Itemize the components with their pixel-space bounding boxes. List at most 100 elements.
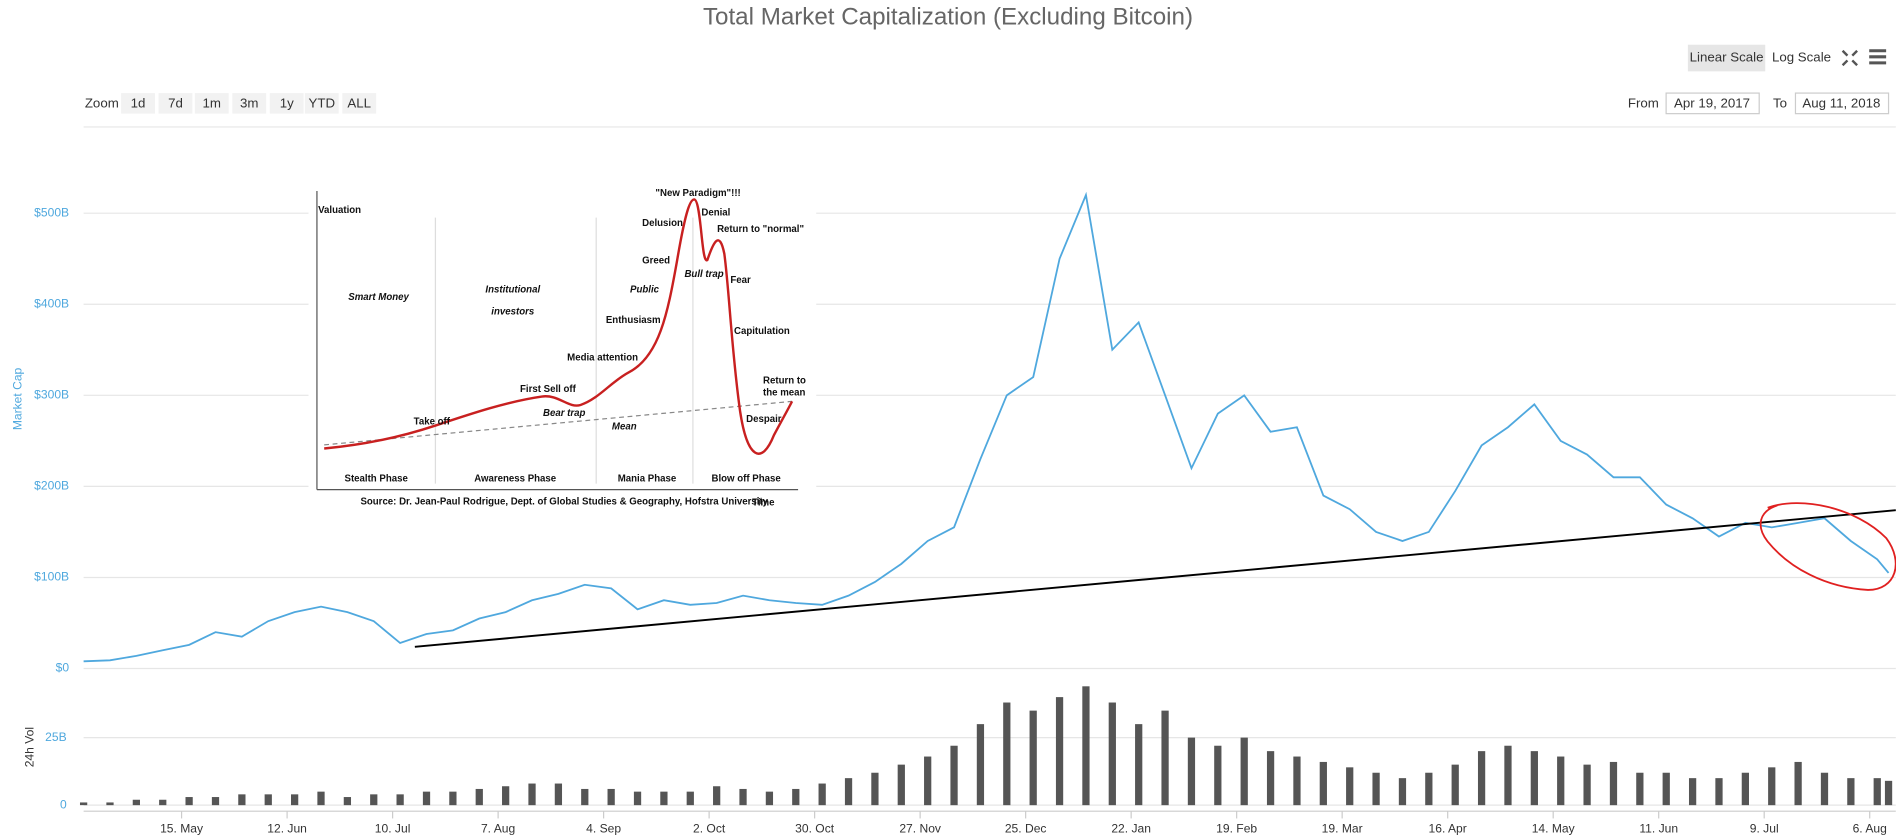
y-tick-label: $400B [34, 296, 69, 310]
volume-bar [554, 783, 563, 806]
zoom-button[interactable] [269, 93, 304, 114]
volume-plot: 0 25B [45, 686, 1896, 811]
zoom-button-label[interactable]: 1y [280, 95, 294, 110]
zoom-button[interactable] [304, 93, 339, 114]
to-value[interactable]: Aug 11, 2018 [1802, 95, 1880, 110]
volume-bar [818, 783, 826, 806]
y-tick-label: $0 [56, 661, 70, 675]
volume-bar [502, 786, 510, 806]
inset-curve [324, 198, 794, 455]
volume-bar [1398, 778, 1407, 806]
volume-bar [924, 756, 932, 806]
volume-bar [1847, 778, 1855, 806]
volume-bar [1029, 710, 1037, 806]
zoom-button-label[interactable]: 1d [131, 95, 146, 110]
inset-background [308, 181, 817, 518]
x-tick-label: 30. Oct [795, 822, 835, 836]
x-tick-label: 10. Jul [375, 822, 411, 836]
scale-button-active[interactable] [1687, 44, 1766, 72]
zoom-button[interactable] [232, 93, 267, 114]
volume-bar [1530, 751, 1538, 806]
volume-bar [317, 791, 325, 806]
inset-group: investors [491, 306, 535, 317]
zoom-button-label[interactable]: 7d [168, 95, 183, 110]
volume-bar [739, 788, 747, 806]
inset-annotation: First Sell off [520, 384, 577, 395]
inset-annotation: Fear [730, 275, 751, 286]
volume-bar [211, 797, 220, 806]
volume-bar [238, 794, 246, 806]
fullscreen-icon[interactable] [1841, 49, 1858, 67]
x-tick-label: 12. Jun [267, 822, 307, 836]
inset-annotation: Bear trap [543, 408, 585, 419]
y-axis-label: Market Cap [11, 367, 25, 430]
volume-bar [1240, 737, 1248, 806]
inset-annotation: Return to "normal" [717, 224, 804, 235]
menu-icon[interactable] [1869, 49, 1887, 65]
to-input[interactable] [1794, 92, 1890, 115]
volume-bar [660, 791, 668, 806]
x-tick-label: 2. Oct [693, 822, 726, 836]
volume-bar [1266, 751, 1275, 806]
scale-button[interactable]: Log Scale [1772, 50, 1831, 65]
x-tick-label: 15. May [160, 822, 204, 836]
volume-bar [607, 788, 615, 806]
volume-bar [106, 802, 114, 806]
volume-bar [1662, 772, 1670, 806]
volume-bar [1135, 724, 1143, 806]
volume-bar [291, 794, 299, 806]
volume-bar [1108, 702, 1116, 806]
volume-bar [1477, 751, 1486, 806]
zoom-button[interactable] [342, 93, 377, 114]
volume-axis-label: 24h Vol [23, 727, 37, 767]
volume-bar [1425, 772, 1433, 806]
zoom-button[interactable] [158, 93, 193, 114]
inset-annotation: Mean [612, 421, 637, 432]
x-tick-label: 25. Dec [1005, 822, 1047, 836]
highlight-circle [1759, 502, 1896, 591]
chart-title: Total Market Capitalization (Excluding B… [703, 4, 1193, 31]
inset-group: Smart Money [348, 292, 409, 303]
zoom-button[interactable] [121, 93, 155, 114]
x-tick-label: 4. Sep [586, 822, 621, 836]
volume-bar [1003, 702, 1011, 806]
y-tick-label: $300B [34, 388, 69, 402]
x-tick-label: 9. Jul [1750, 822, 1779, 836]
from-value[interactable]: Apr 19, 2017 [1674, 95, 1750, 110]
volume-bar [343, 797, 352, 806]
x-tick-label: 27. Nov [899, 822, 941, 836]
y-tick-label: $500B [34, 205, 69, 219]
zoom-button-label[interactable]: 1m [203, 95, 221, 110]
inset-annotation: Delusion [642, 218, 683, 229]
zoom-button-label[interactable]: YTD [308, 95, 335, 110]
x-tick-label: 7. Aug [481, 822, 515, 836]
volume-bar [449, 791, 457, 806]
volume-bar [528, 783, 536, 806]
volume-bar [1884, 780, 1893, 806]
inset-annotation: Enthusiasm [606, 315, 661, 326]
volume-bar [792, 788, 800, 806]
zoom-label: Zoom [85, 95, 119, 110]
zoom-button-label[interactable]: ALL [347, 95, 371, 110]
inset-mean-line [324, 400, 793, 446]
volume-bar [1187, 737, 1196, 806]
inset-source: Source: Dr. Jean-Paul Rodrigue, Dept. of… [360, 496, 768, 507]
zoom-button[interactable] [194, 93, 229, 114]
inset-annotation: Return to [763, 375, 806, 386]
volume-bar [1583, 764, 1591, 806]
from-input[interactable] [1665, 92, 1760, 115]
y-tick-label: $100B [34, 570, 69, 584]
volume-bar [686, 791, 694, 806]
volume-bar [1293, 756, 1301, 806]
zoom-button-label[interactable]: 3m [240, 95, 258, 110]
volume-bar [79, 802, 88, 806]
volume-bar [1768, 767, 1776, 806]
inset-x-label: Time [752, 497, 775, 508]
volume-bar [370, 794, 378, 806]
volume-bar [1688, 778, 1697, 806]
volume-bar [1372, 772, 1380, 806]
inset-annotation: Bull trap [684, 269, 723, 280]
scale-button[interactable]: Linear Scale [1690, 50, 1764, 65]
volume-bar [1741, 772, 1749, 806]
